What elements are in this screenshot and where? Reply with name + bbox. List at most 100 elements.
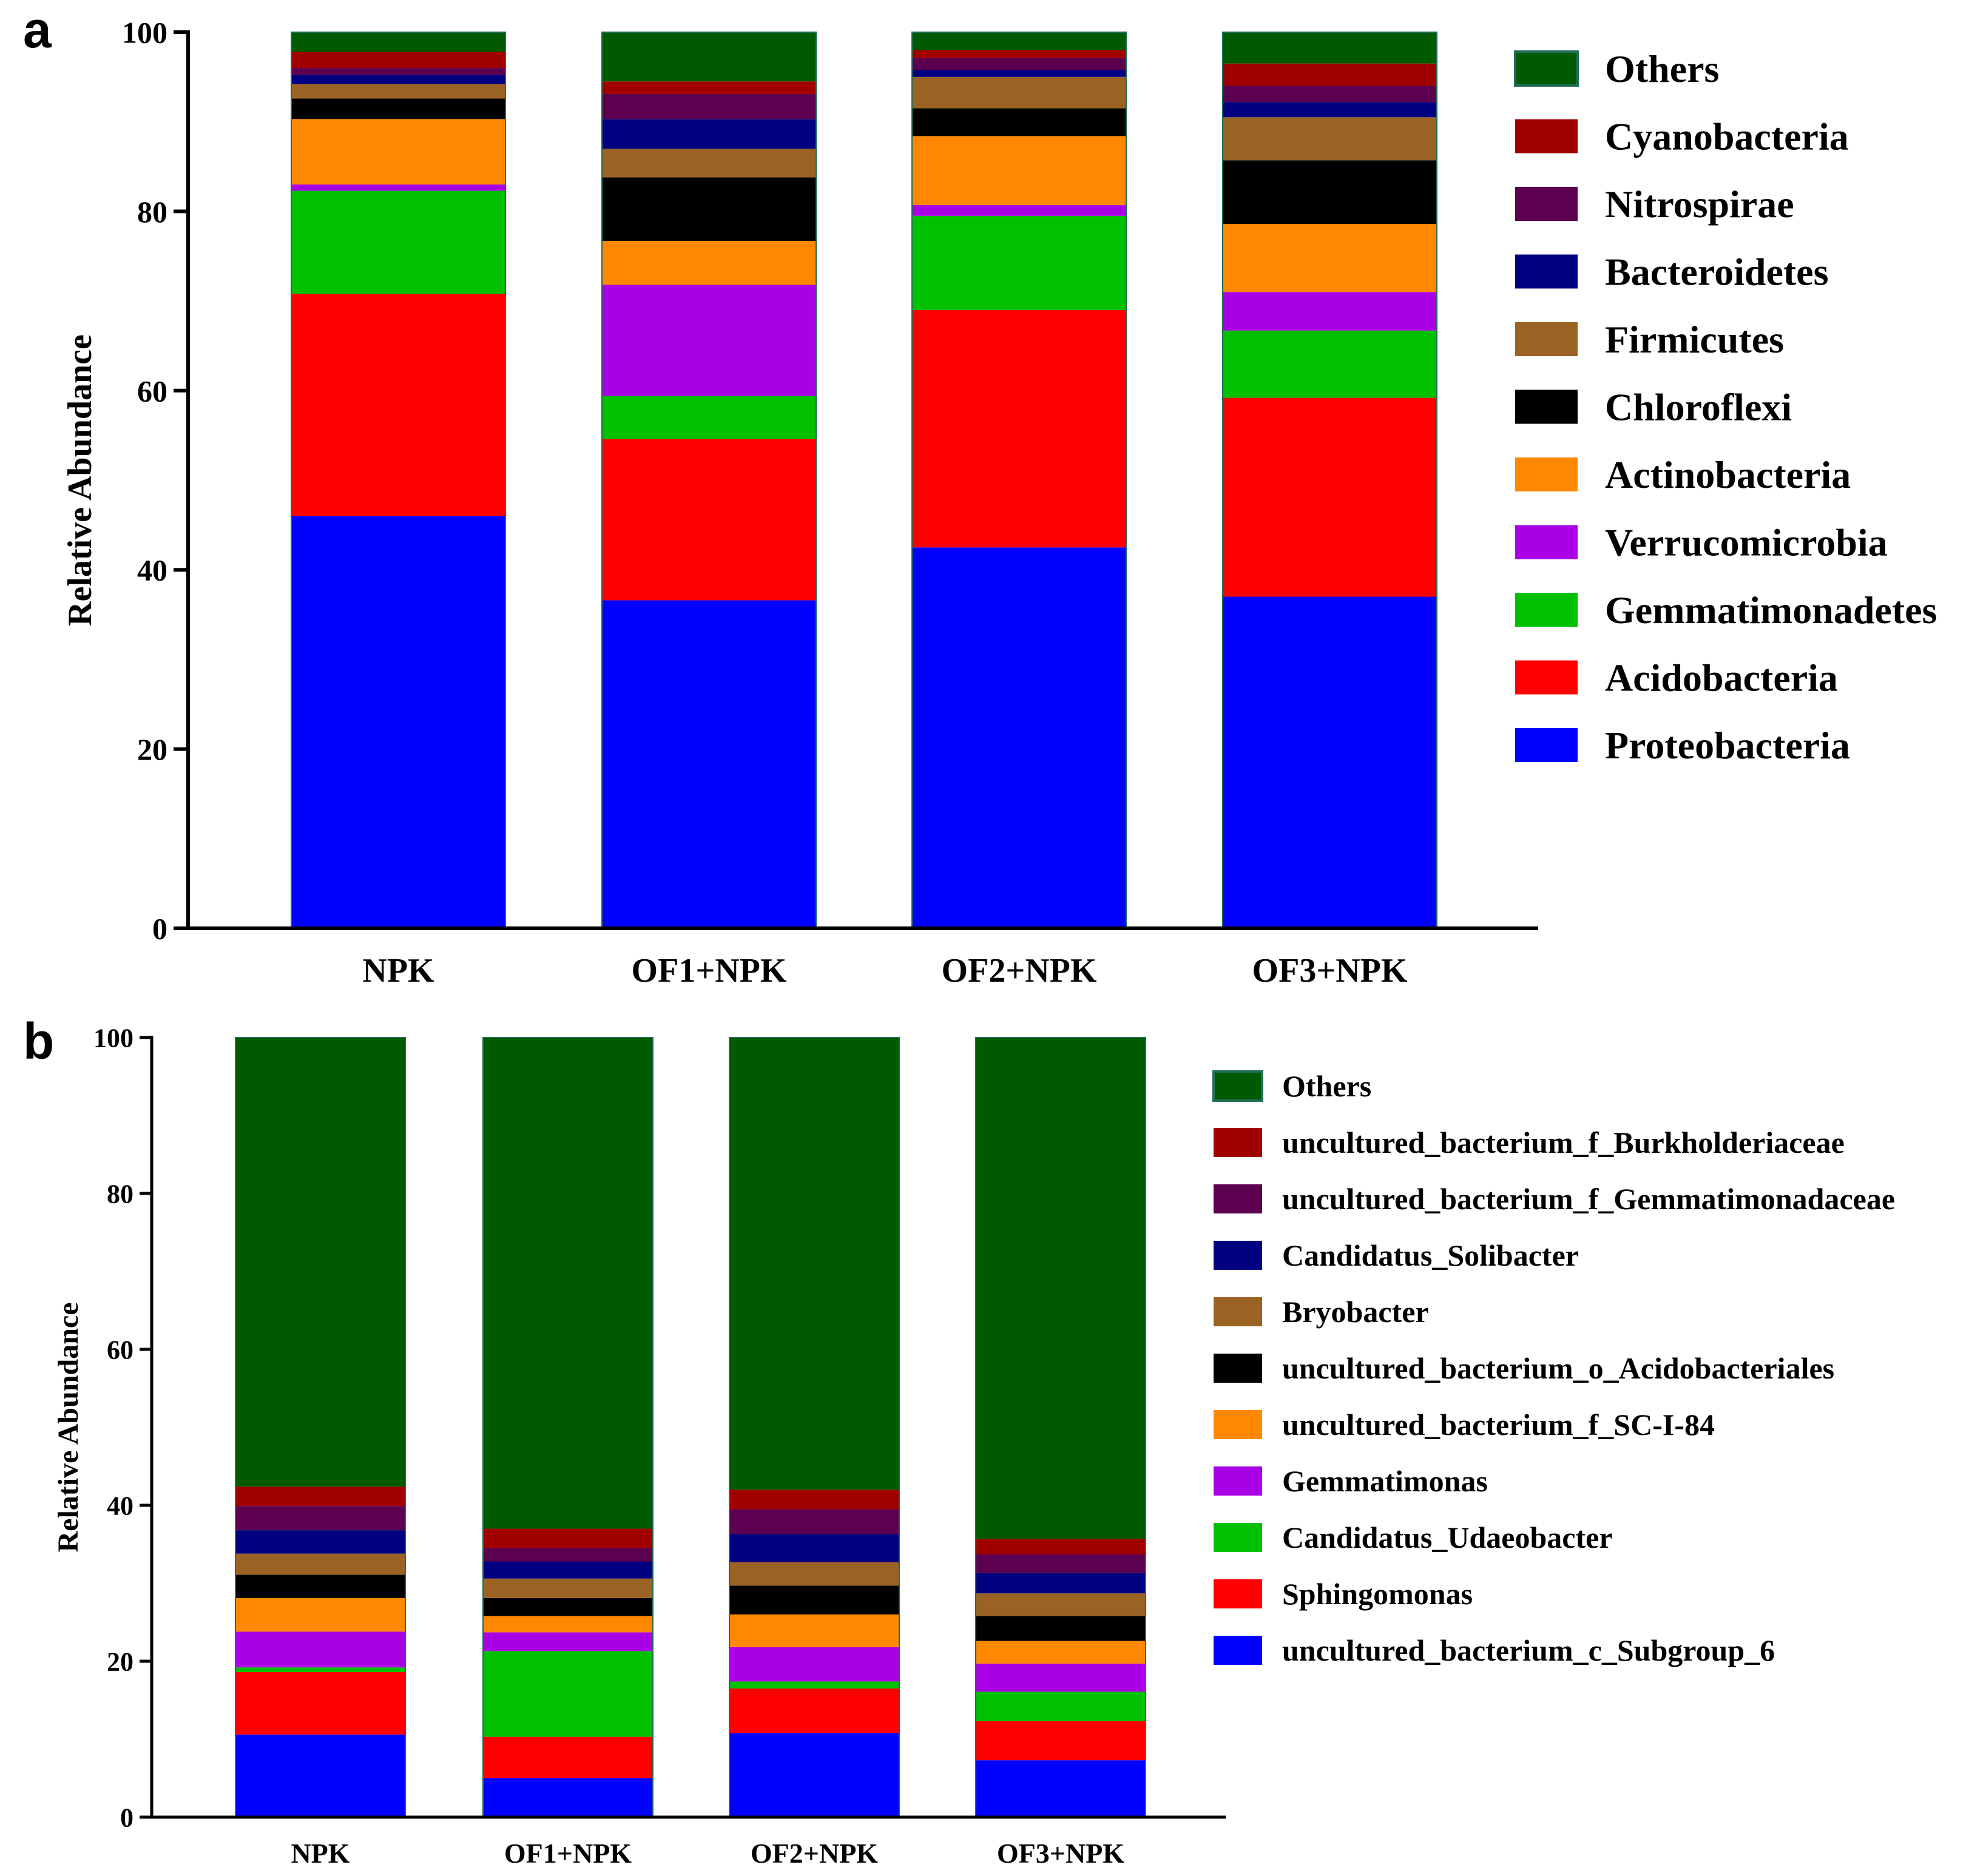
bar-segment-nitrospirae-2 bbox=[602, 93, 816, 120]
bar-segment-uncultured-bacterium-f-gemmatimonadaceae-4 bbox=[976, 1554, 1146, 1573]
bar-segment-nitrospirae-3 bbox=[912, 58, 1126, 70]
bar-segment-proteobacteria-4 bbox=[1223, 596, 1437, 928]
bar-segment-acidobacteria-1 bbox=[291, 294, 505, 516]
panel-b: b NPK OF1+NPK OF2+NPK OF3+NPK 0 20 40 60 80 100 Re… bbox=[23, 1013, 1895, 1869]
legend-swatch bbox=[1515, 119, 1578, 154]
legend-swatch bbox=[1515, 593, 1578, 627]
panel-b-plot: NPK OF1+NPK OF2+NPK OF3+NPK 0 20 40 60 80 100 Rela… bbox=[52, 1023, 1226, 1869]
panel-a-letter: a bbox=[23, 1, 52, 58]
legend-label: Others bbox=[1282, 1069, 1371, 1103]
bar-segment-gemmatimonas-1 bbox=[235, 1631, 405, 1668]
legend-swatch bbox=[1214, 1636, 1262, 1665]
bar-segment-gemmatimonas-4 bbox=[976, 1663, 1146, 1692]
bar-segment-gemmatimonadetes-3 bbox=[912, 215, 1126, 310]
bar-segment-nitrospirae-4 bbox=[1223, 86, 1437, 103]
bar-segment-gemmatimonadetes-4 bbox=[1223, 330, 1437, 398]
bar-segment-others-3 bbox=[729, 1038, 899, 1490]
bar-segment-candidatus-udaeobacter-4 bbox=[976, 1692, 1146, 1721]
bar-segment-verrucomicrobia-1 bbox=[291, 184, 505, 191]
bar-segment-candidatus-udaeobacter-3 bbox=[729, 1681, 899, 1689]
bar-segment-actinobacteria-4 bbox=[1223, 224, 1437, 292]
legend-label: Proteobacteria bbox=[1605, 724, 1850, 767]
legend-label: uncultured_bacterium_c_Subgroup_6 bbox=[1282, 1633, 1775, 1667]
bar-segment-proteobacteria-3 bbox=[912, 547, 1126, 928]
bar-segment-gemmatimonadetes-2 bbox=[602, 396, 816, 439]
legend-swatch bbox=[1214, 1523, 1262, 1552]
bar-segment-bacteroidetes-3 bbox=[912, 70, 1126, 77]
legend-label: Gemmatimonas bbox=[1282, 1464, 1488, 1498]
bar-segment-uncultured-bacterium-f-burkholderiaceae-1 bbox=[235, 1486, 405, 1507]
legend-swatch bbox=[1214, 1241, 1262, 1270]
bar-segment-sphingomonas-2 bbox=[483, 1736, 653, 1778]
y-tick-label: 40 bbox=[107, 1491, 133, 1520]
bar-segment-bryobacter-3 bbox=[729, 1562, 899, 1586]
bar-segment-uncultured-bacterium-f-sc-i-84-4 bbox=[976, 1641, 1146, 1664]
bar-segment-uncultured-bacterium-f-sc-i-84-3 bbox=[729, 1614, 899, 1647]
bar-segment-sphingomonas-4 bbox=[976, 1721, 1146, 1761]
bar-segment-cyanobacteria-2 bbox=[602, 81, 816, 94]
y-tick-label: 0 bbox=[120, 1803, 133, 1832]
bar-segment-others-2 bbox=[602, 32, 816, 82]
legend-label: uncultured_bacterium_f_Burkholderiaceae bbox=[1282, 1125, 1845, 1159]
legend-label: Others bbox=[1605, 47, 1719, 90]
legend-swatch bbox=[1515, 525, 1578, 559]
bar-segment-acidobacteria-3 bbox=[912, 309, 1126, 548]
legend-swatch bbox=[1214, 1579, 1262, 1608]
legend-label: Actinobacteria bbox=[1605, 453, 1851, 496]
bar-segment-candidatus-udaeobacter-2 bbox=[483, 1651, 653, 1737]
x-tick-label: OF3+NPK bbox=[1252, 952, 1408, 990]
panel-a-legend: Others Cyanobacteria Nitrospirae Bacteroide… bbox=[1514, 47, 1937, 767]
legend-swatch bbox=[1214, 1184, 1262, 1213]
y-tick-label: 20 bbox=[107, 1647, 133, 1676]
x-tick-label: NPK bbox=[362, 952, 434, 990]
x-tick-label: NPK bbox=[291, 1838, 350, 1869]
bar-segment-sphingomonas-3 bbox=[729, 1688, 899, 1733]
y-tick-label: 100 bbox=[122, 16, 167, 50]
legend-label: uncultured_bacterium_f_SC-I-84 bbox=[1282, 1408, 1715, 1442]
legend-label: uncultured_bacterium_o_Acidobacteriales bbox=[1282, 1351, 1834, 1385]
x-tick-label: OF3+NPK bbox=[997, 1838, 1124, 1869]
bar-segment-acidobacteria-2 bbox=[602, 439, 816, 601]
bar-segment-chloroflexi-3 bbox=[912, 108, 1126, 137]
legend-label: Sphingomonas bbox=[1282, 1577, 1473, 1611]
bar-segment-others-1 bbox=[291, 32, 505, 52]
legend-label: Acidobacteria bbox=[1605, 656, 1838, 699]
x-tick-label: OF2+NPK bbox=[942, 952, 1097, 990]
legend-label: Verrucomicrobia bbox=[1605, 521, 1888, 564]
bar-segment-gemmatimonadetes-1 bbox=[291, 191, 505, 294]
bar-segment-others-2 bbox=[483, 1038, 653, 1529]
bar-segment-cyanobacteria-4 bbox=[1223, 63, 1437, 86]
y-axis-label: Relative Abundance bbox=[61, 334, 99, 626]
x-tick-label: OF1+NPK bbox=[504, 1838, 632, 1869]
bar-segment-firmicutes-2 bbox=[602, 149, 816, 178]
y-tick-label: 20 bbox=[137, 732, 167, 766]
bar-segment-chloroflexi-2 bbox=[602, 177, 816, 241]
legend-label: uncultured_bacterium_f_Gemmatimonadaceae bbox=[1282, 1182, 1895, 1216]
bar-segment-uncultured-bacterium-c-subgroup-6-2 bbox=[483, 1778, 653, 1817]
bar-segment-acidobacteria-4 bbox=[1223, 397, 1437, 597]
bar-segment-uncultured-bacterium-f-gemmatimonadaceae-1 bbox=[235, 1506, 405, 1531]
bar-segment-uncultured-bacterium-f-burkholderiaceae-2 bbox=[483, 1528, 653, 1548]
bar-segment-uncultured-bacterium-c-subgroup-6-1 bbox=[235, 1734, 405, 1817]
bar-segment-nitrospirae-1 bbox=[291, 68, 505, 75]
bar-segment-gemmatimonas-2 bbox=[483, 1632, 653, 1652]
bar-segment-uncultured-bacterium-c-subgroup-6-3 bbox=[729, 1733, 899, 1817]
bar-segment-uncultured-bacterium-f-burkholderiaceae-3 bbox=[729, 1490, 899, 1510]
bar-segment-chloroflexi-4 bbox=[1223, 160, 1437, 224]
bar-segment-uncultured-bacterium-f-gemmatimonadaceae-3 bbox=[729, 1509, 899, 1534]
y-tick-label: 60 bbox=[107, 1335, 133, 1365]
bar-segment-bryobacter-2 bbox=[483, 1578, 653, 1598]
bar-segment-firmicutes-4 bbox=[1223, 117, 1437, 161]
bar-segment-uncultured-bacterium-f-sc-i-84-2 bbox=[483, 1616, 653, 1633]
bar-segment-verrucomicrobia-3 bbox=[912, 205, 1126, 216]
bar-segment-proteobacteria-1 bbox=[291, 516, 505, 928]
y-tick-label: 80 bbox=[137, 195, 167, 229]
bar-segment-gemmatimonas-3 bbox=[729, 1647, 899, 1682]
bar-segment-actinobacteria-2 bbox=[602, 241, 816, 285]
bar-segment-candidatus-solibacter-3 bbox=[729, 1534, 899, 1562]
bar-segment-proteobacteria-2 bbox=[602, 600, 816, 928]
bar-segment-uncultured-bacterium-o-acidobacteriales-1 bbox=[235, 1574, 405, 1598]
bar-segment-bryobacter-1 bbox=[235, 1553, 405, 1575]
y-tick-label: 40 bbox=[137, 553, 167, 587]
bar-segment-candidatus-solibacter-4 bbox=[976, 1573, 1146, 1594]
